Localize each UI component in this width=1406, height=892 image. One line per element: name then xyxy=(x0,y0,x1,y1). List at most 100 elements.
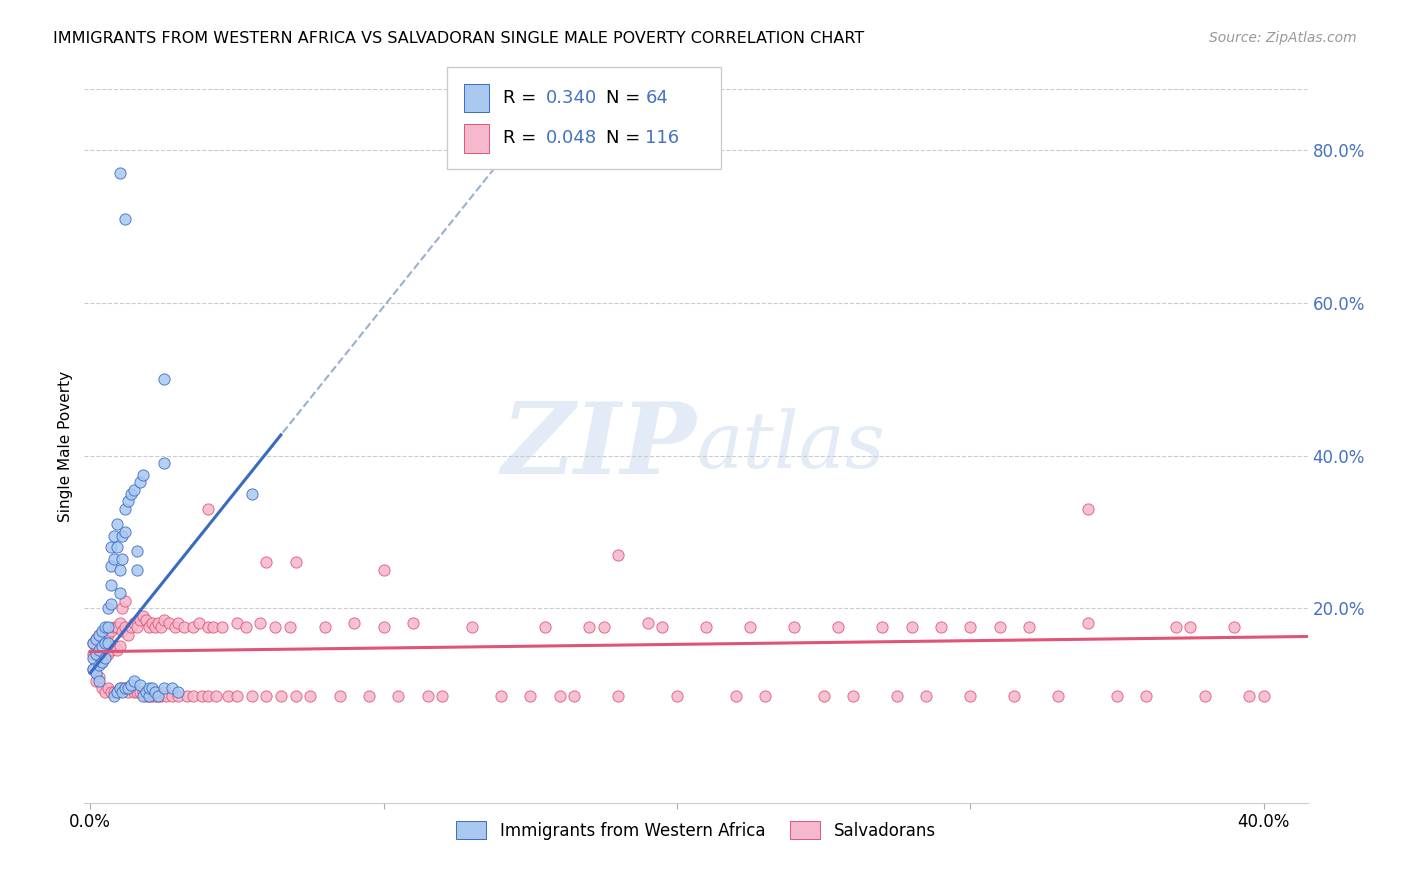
Point xyxy=(100,598,122,612)
Point xyxy=(129,475,152,490)
Point xyxy=(1164,620,1187,634)
Point xyxy=(127,685,149,699)
Point xyxy=(870,620,893,634)
Point xyxy=(94,650,117,665)
Point xyxy=(959,689,981,703)
Point xyxy=(270,689,292,703)
Point xyxy=(181,620,204,634)
Point xyxy=(94,647,117,661)
Point xyxy=(105,540,128,554)
Point xyxy=(103,529,125,543)
Point xyxy=(97,635,120,649)
Point xyxy=(87,658,110,673)
Point xyxy=(578,620,600,634)
Point xyxy=(167,689,190,703)
Point xyxy=(132,685,155,699)
Point xyxy=(176,689,198,703)
Point xyxy=(117,628,139,642)
Point xyxy=(373,563,395,577)
Point xyxy=(1047,689,1070,703)
Point xyxy=(562,689,585,703)
Point xyxy=(138,620,160,634)
Point xyxy=(84,632,107,646)
Point xyxy=(87,628,110,642)
Text: 116: 116 xyxy=(645,129,679,147)
Point xyxy=(149,620,172,634)
Point xyxy=(1135,689,1157,703)
Legend: Immigrants from Western Africa, Salvadorans: Immigrants from Western Africa, Salvador… xyxy=(449,814,943,848)
Point xyxy=(91,624,114,638)
Point xyxy=(651,620,673,634)
Point xyxy=(278,620,301,634)
Point xyxy=(329,689,352,703)
Point xyxy=(105,685,128,699)
Point xyxy=(162,681,184,696)
Point xyxy=(373,620,395,634)
Point xyxy=(141,681,163,696)
Point xyxy=(416,689,439,703)
Point xyxy=(114,593,136,607)
Point xyxy=(114,681,136,696)
Point xyxy=(1253,689,1275,703)
Point xyxy=(84,647,107,661)
Point xyxy=(181,689,204,703)
Point xyxy=(82,647,104,661)
Point xyxy=(314,620,336,634)
Point xyxy=(87,673,110,688)
Point xyxy=(129,677,152,691)
Point xyxy=(387,689,409,703)
Point xyxy=(105,517,128,532)
Text: R =: R = xyxy=(503,129,543,147)
Point xyxy=(235,620,257,634)
Point xyxy=(122,616,145,631)
Point xyxy=(249,616,271,631)
Point xyxy=(108,681,131,696)
Point xyxy=(111,529,134,543)
Point xyxy=(100,643,122,657)
Point xyxy=(225,616,247,631)
Text: Source: ZipAtlas.com: Source: ZipAtlas.com xyxy=(1209,31,1357,45)
Point xyxy=(117,681,139,696)
Point xyxy=(1223,620,1246,634)
Point xyxy=(127,544,149,558)
Point xyxy=(254,689,277,703)
Point xyxy=(108,586,131,600)
Point xyxy=(155,689,177,703)
Point xyxy=(1002,689,1025,703)
Point xyxy=(240,486,263,500)
Point xyxy=(1180,620,1202,634)
Point xyxy=(97,647,120,661)
Point xyxy=(607,689,630,703)
Point xyxy=(162,689,184,703)
Point xyxy=(82,662,104,676)
Point xyxy=(141,616,163,631)
Point xyxy=(152,372,174,386)
Point xyxy=(827,620,849,634)
Point xyxy=(135,685,157,699)
Point xyxy=(97,628,120,642)
Point xyxy=(127,620,149,634)
Point xyxy=(127,563,149,577)
Point xyxy=(254,555,277,569)
Point xyxy=(114,502,136,516)
Point xyxy=(129,613,152,627)
Point xyxy=(105,643,128,657)
Point xyxy=(103,689,125,703)
Point xyxy=(460,620,482,634)
Point xyxy=(91,655,114,669)
Point xyxy=(695,620,717,634)
Y-axis label: Single Male Poverty: Single Male Poverty xyxy=(58,370,73,522)
Point xyxy=(740,620,762,634)
Point xyxy=(103,640,125,654)
Point xyxy=(87,643,110,657)
Point xyxy=(143,620,166,634)
Point xyxy=(138,689,160,703)
Point xyxy=(284,555,307,569)
Point xyxy=(120,620,142,634)
Point xyxy=(187,616,209,631)
Point xyxy=(284,689,307,703)
Point xyxy=(152,613,174,627)
Point xyxy=(87,670,110,684)
Point xyxy=(114,620,136,634)
Point xyxy=(783,620,806,634)
